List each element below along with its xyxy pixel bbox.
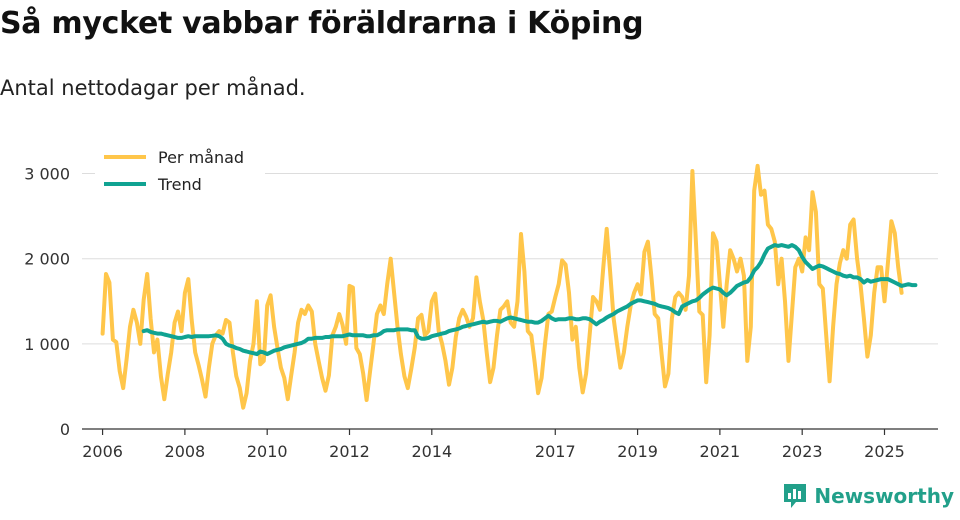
- x-tick-label: 2021: [700, 442, 741, 461]
- series-line-per-manad: [100, 163, 904, 410]
- chart-title: Så mycket vabbar föräldrarna i Köping: [0, 6, 644, 41]
- y-axis: 0 1 000 2 000 3 000: [24, 165, 70, 439]
- legend-label-trend: Trend: [157, 175, 202, 194]
- x-tick-label: 2025: [864, 442, 905, 461]
- x-tick-label: 2014: [411, 442, 452, 461]
- series-group: [100, 163, 918, 410]
- newsworthy-icon: [784, 484, 807, 508]
- newsworthy-logo: Newsworthy: [782, 482, 954, 510]
- x-axis: 2006 2008 2010 2012 2014 2017 2019 2021 2023 2025: [82, 428, 938, 461]
- y-tick-label: 3 000: [24, 165, 70, 184]
- x-tick-label: 2017: [535, 442, 576, 461]
- x-tick-label: 2006: [82, 442, 123, 461]
- x-tick-label: 2010: [247, 442, 288, 461]
- legend-background: [95, 144, 265, 200]
- x-tick-label: 2008: [165, 442, 206, 461]
- y-tick-label: 2 000: [24, 250, 70, 269]
- chart-subtitle: Antal nettodagar per månad.: [0, 76, 306, 100]
- legend-label-per-manad: Per månad: [158, 148, 244, 167]
- series-line-trend: [141, 243, 918, 357]
- x-tick-label: 2019: [617, 442, 658, 461]
- y-tick-label: 0: [60, 420, 70, 439]
- y-tick-label: 1 000: [24, 335, 70, 354]
- x-tick-label: 2023: [782, 442, 823, 461]
- legend: Per månad Trend: [95, 144, 265, 200]
- brand-name: Newsworthy: [814, 484, 954, 508]
- x-tick-label: 2012: [329, 442, 370, 461]
